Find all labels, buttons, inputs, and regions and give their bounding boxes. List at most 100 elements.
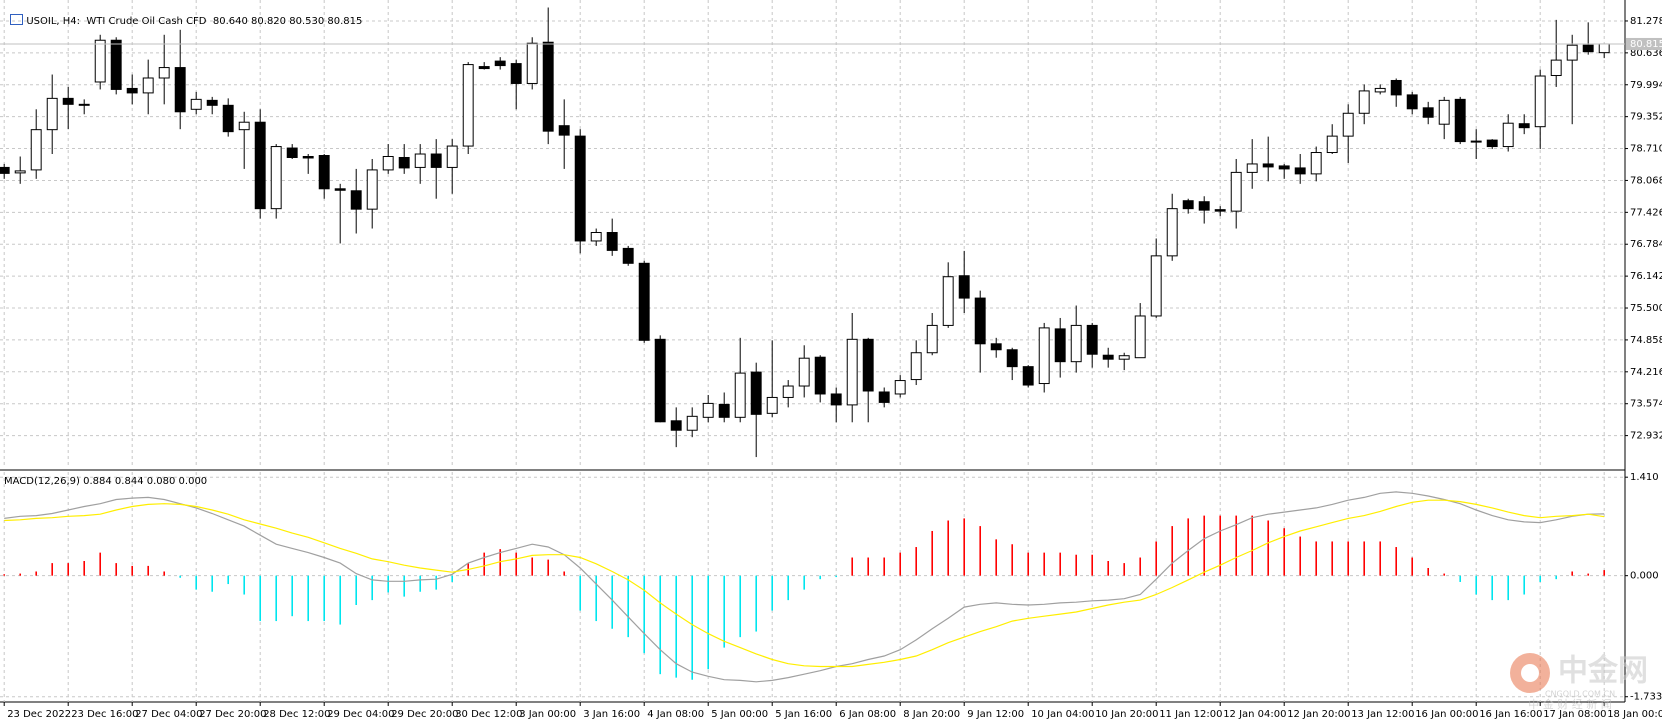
candle-body (734, 372, 746, 418)
candle-body (1038, 327, 1050, 385)
candle-body (958, 275, 970, 299)
x-tick-label: 10 Jan 20:00 (1095, 709, 1158, 720)
candle-body (462, 64, 474, 147)
candle-body (1102, 354, 1114, 360)
candle-body (862, 338, 874, 392)
candle-body (830, 393, 842, 406)
x-tick-label: 5 Jan 16:00 (775, 709, 832, 720)
candle-body (574, 135, 586, 242)
candle-body (1470, 140, 1482, 143)
candle-body (974, 297, 986, 345)
candle-body (14, 170, 26, 174)
y-tick-label: 77.426 (1630, 207, 1662, 218)
candle-body (606, 232, 618, 251)
candle-body (1502, 122, 1514, 148)
y-tick-label: 78.710 (1630, 144, 1662, 155)
candle-body (110, 39, 122, 90)
candle-body (686, 415, 698, 431)
candle-body (798, 357, 810, 387)
y-tick-label: 76.784 (1630, 239, 1662, 250)
indicator-label: MACD(12,26,9) 0.884 0.844 0.080 0.000 (4, 476, 208, 487)
indicator-line (4, 491, 1605, 683)
candle-body (1134, 315, 1146, 359)
candle-body (1566, 44, 1578, 61)
candle-body (1070, 324, 1082, 363)
candle-body (638, 262, 650, 341)
candle-body (206, 99, 218, 106)
x-tick-label: 28 Dec 12:00 (263, 709, 330, 720)
candle-body (1438, 99, 1450, 125)
chart-header: USOIL, H4: WTI Crude Oil Cash CFD 80.640… (4, 3, 362, 27)
candle-body (366, 169, 378, 210)
watermark-tagline: 中 金 财 经 新 闻 (1528, 697, 1611, 711)
ohlc: 80.640 80.820 80.530 80.815 (212, 16, 363, 27)
candle-body (430, 153, 442, 168)
candle-body (750, 371, 762, 415)
candle-body (1022, 366, 1034, 386)
watermark-title: 中金网 (1558, 654, 1648, 689)
indicator-header: MACD(12,26,9) 0.884 0.844 0.080 0.000 (4, 476, 207, 487)
y-tick-label: 80.636 (1630, 48, 1662, 59)
y-tick-label: 74.216 (1630, 367, 1662, 378)
last-price-label: 80.815 (1630, 39, 1662, 50)
candle-body (1118, 355, 1130, 360)
candle-body (1390, 79, 1402, 96)
candle-body (1342, 112, 1354, 137)
candle-body (398, 156, 410, 169)
candle-body (1582, 44, 1594, 53)
x-tick-label: 29 Dec 04:00 (327, 709, 394, 720)
x-tick-label: 3 Jan 16:00 (583, 709, 640, 720)
indicator-line (4, 499, 1605, 668)
candle-body (1486, 139, 1498, 148)
candle-body (1358, 90, 1370, 114)
candle-body (1230, 171, 1242, 212)
y-tick-label: 1.410 (1630, 472, 1659, 483)
x-tick-label: 23 Dec 16:00 (71, 709, 138, 720)
watermark-logo-inner (1521, 664, 1539, 682)
y-tick-label: 74.858 (1630, 335, 1662, 346)
watermark: 中金网 CNGOLD.COM.CN 中 金 财 经 新 闻 (1510, 653, 1648, 711)
candle-body (350, 190, 362, 210)
x-tick-label: 16 Jan 16:00 (1479, 709, 1542, 720)
x-tick-label: 8 Jan 20:00 (903, 709, 960, 720)
candle-body (510, 63, 522, 84)
candle-body (142, 77, 154, 94)
candle-body (654, 338, 666, 423)
candle-body (942, 276, 954, 326)
y-tick-label: -1.733 (1630, 692, 1662, 703)
y-tick-label: 81.278 (1630, 16, 1662, 27)
y-tick-label: 75.500 (1630, 303, 1662, 314)
x-tick-label: 27 Dec 04:00 (135, 709, 202, 720)
candle-body (878, 391, 890, 403)
candle-body (1006, 349, 1018, 368)
candle-body (814, 356, 826, 395)
candle-body (894, 380, 906, 395)
x-tick-label: 12 Jan 20:00 (1287, 709, 1350, 720)
symbol-icon (10, 14, 24, 25)
x-tick-label: 30 Dec 12:00 (455, 709, 522, 720)
candle-body (526, 42, 538, 84)
candle-body (1518, 123, 1530, 129)
candle-body (1198, 201, 1210, 211)
x-tick-label: 27 Dec 20:00 (199, 709, 266, 720)
candle-body (0, 166, 10, 174)
candle-body (1278, 165, 1290, 170)
candle-body (414, 153, 426, 168)
candle-body (1246, 163, 1258, 173)
candle-body (702, 402, 714, 418)
watermark-url: CNGOLD.COM.CN (1545, 690, 1615, 699)
x-tick-label: 9 Jan 12:00 (967, 709, 1024, 720)
x-tick-label: 3 Jan 00:00 (519, 709, 576, 720)
candle-body (62, 97, 74, 105)
candle-body (1326, 135, 1338, 154)
candle-body (1214, 209, 1226, 212)
y-tick-label: 79.994 (1630, 80, 1662, 91)
candle-body (270, 146, 282, 210)
candle-body (1086, 324, 1098, 355)
candle-body (190, 98, 202, 110)
candle-body (1294, 167, 1306, 175)
candle-body (670, 420, 682, 431)
candle-body (1374, 87, 1386, 93)
